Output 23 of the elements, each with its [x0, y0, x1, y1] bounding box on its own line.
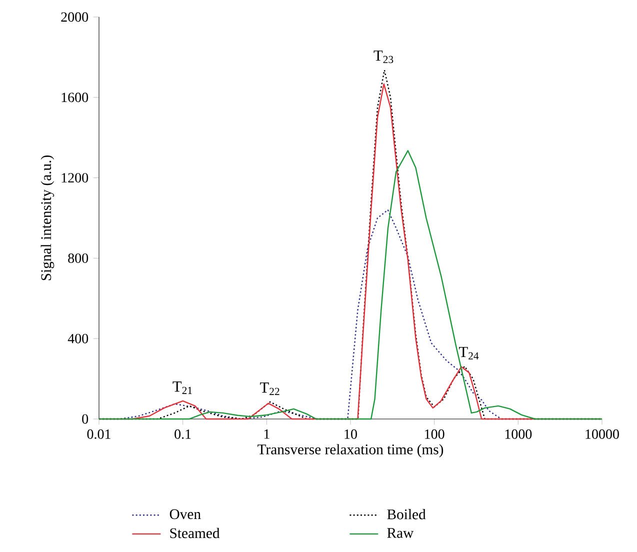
y-tick-label: 0: [82, 414, 88, 424]
y-axis-title: Signal intensity (a.u.): [40, 155, 54, 280]
x-tick-label: 100: [425, 429, 444, 439]
y-tick-label: 1200: [62, 173, 88, 183]
y-tick-label: 800: [68, 253, 88, 263]
x-tick-label: 1: [264, 429, 270, 439]
y-tick-label: 2000: [61, 12, 88, 22]
x-tick-label: 1000: [505, 429, 532, 439]
legend-label: Raw: [387, 528, 414, 538]
annotation: T$_{21}$: [172, 382, 192, 394]
legend-label: Steamed: [170, 528, 220, 538]
annotation: T$_{24}$: [459, 346, 479, 360]
annotation: T$_{23}$: [374, 50, 394, 64]
annotation: T$_{22}$: [260, 382, 280, 395]
legend-label: Oven: [170, 509, 201, 520]
legend-label: Boiled: [387, 509, 426, 520]
y-tick-label: 400: [68, 334, 88, 344]
x-tick-label: 10000: [586, 429, 619, 439]
x-tick-label: 0.01: [87, 429, 110, 439]
y-tick-label: 1600: [62, 92, 88, 102]
x-tick-label: 0.1: [174, 429, 191, 439]
x-axis-title: Transverse relaxation time (ms): [258, 444, 444, 458]
x-tick-label: 10: [344, 429, 357, 439]
